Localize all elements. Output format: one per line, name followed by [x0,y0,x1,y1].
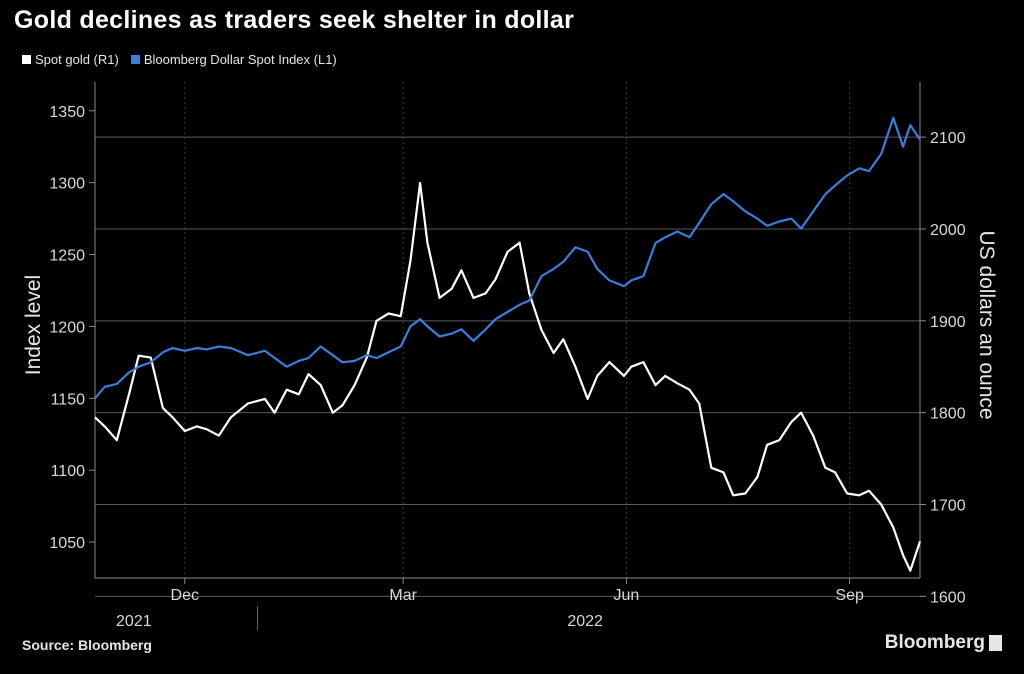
tick-label-left-1150: 1150 [51,391,86,408]
brand-logo: Bloomberg [885,632,1002,654]
series-line-dollar-index [94,116,921,400]
tick-label-right-1700: 1700 [930,498,966,515]
chart-title: Gold declines as traders seek shelter in… [14,6,575,34]
legend-label-gold: Spot gold (R1) [35,52,119,67]
legend-label-dollar-index: Bloomberg Dollar Spot Index (L1) [143,52,337,67]
year-label-2021: 2021 [116,613,152,630]
tick-label-x-Dec: Dec [171,587,199,604]
series-lines [94,116,922,572]
legend-item-dollar-index: Bloomberg Dollar Spot Index (L1) [130,52,337,67]
tick-label-right-2000: 2000 [930,222,966,239]
tick-label-x-Sep: Sep [835,587,864,604]
series-line-spot-gold [94,181,922,572]
bloomberg-logo-icon [989,635,1002,651]
tick-label-right-1900: 1900 [930,314,966,331]
chart-legend: Spot gold (R1) Bloomberg Dollar Spot Ind… [22,52,349,67]
tick-label-right-1800: 1800 [930,406,966,423]
y-axis-title-left: Index level [22,275,45,375]
tick-label-left-1350: 1350 [49,104,85,121]
source-note: Source: Bloomberg [22,637,152,653]
y-axis-title-right: US dollars an ounce [975,230,998,419]
tick-label-left-1200: 1200 [49,319,85,336]
axes [89,82,926,630]
tick-label-x-Mar: Mar [389,587,417,604]
legend-swatch-dollar-index [130,55,140,64]
tick-label-right-1600: 1600 [930,589,966,606]
legend-swatch-gold [22,55,31,64]
tick-label-left-1100: 1100 [51,463,86,480]
tick-label-right-2100: 2100 [930,130,966,147]
grid-lines [95,82,920,597]
tick-label-x-Jun: Jun [613,587,639,604]
brand-name: Bloomberg [884,632,985,653]
tick-label-left-1300: 1300 [49,176,85,193]
tick-label-left-1050: 1050 [49,535,85,552]
legend-item-gold: Spot gold (R1) [22,52,119,67]
year-label-2022: 2022 [567,613,603,630]
tick-labels: 1600 1700 1800 1900 2000 2100 1050 1100 1150 1200… [49,104,965,630]
tick-label-left-1250: 1250 [49,248,85,265]
